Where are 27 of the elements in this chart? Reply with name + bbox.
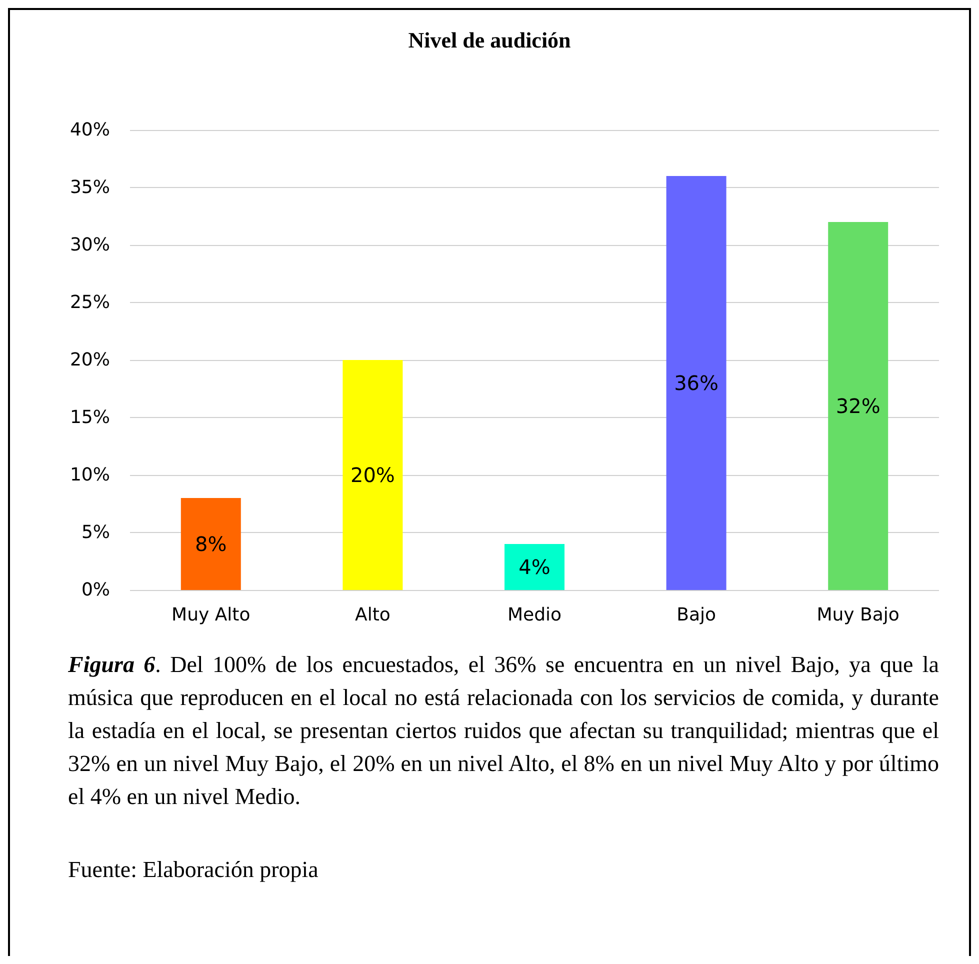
data-label: 4% <box>518 555 550 579</box>
data-label: 36% <box>674 371 719 395</box>
data-label: 8% <box>195 532 227 556</box>
x-tick-label: Muy Bajo <box>816 604 900 626</box>
y-tick-label: 10% <box>70 464 110 486</box>
y-tick-label: 40% <box>70 120 110 140</box>
data-label: 32% <box>836 394 880 418</box>
y-tick-label: 25% <box>70 292 110 313</box>
x-tick-label: Muy Alto <box>172 604 250 626</box>
y-tick-label: 20% <box>70 350 110 370</box>
bar <box>180 498 241 590</box>
text: Figura 6. Del 100% de los encuestados, el 36% se encuentra en un nivel Bajo, ya que la música que reproducen en el local no está relacionada con los servicios de comida, y durante la estadía en el local, se presentan ciertos ruidos que afectan su tranquilidad; mientras que el 32% en un nivel Muy Bajo, el 20% en un nivel Alto, el 8% en un nivel Muy Alto y por último el 4% en un nivel Medio. <box>68 651 939 811</box>
y-tick-label: 15% <box>70 407 110 428</box>
y-tick-label: 0% <box>81 580 110 600</box>
data-label: 20% <box>350 463 395 487</box>
x-tick-label: Medio <box>507 604 562 626</box>
chart-title: Nivel de audición <box>408 28 571 52</box>
y-tick-label: 5% <box>81 522 110 543</box>
y-tick-label: 30% <box>70 234 110 256</box>
x-tick-label: Alto <box>355 604 390 626</box>
bar <box>342 360 403 590</box>
x-tick-label: Bajo <box>676 604 716 626</box>
bar <box>504 544 564 590</box>
y-tick-label: 35% <box>70 177 110 198</box>
bar <box>828 222 888 590</box>
bar <box>666 176 726 590</box>
source-note: Fuente: Elaboración propia <box>68 856 320 884</box>
